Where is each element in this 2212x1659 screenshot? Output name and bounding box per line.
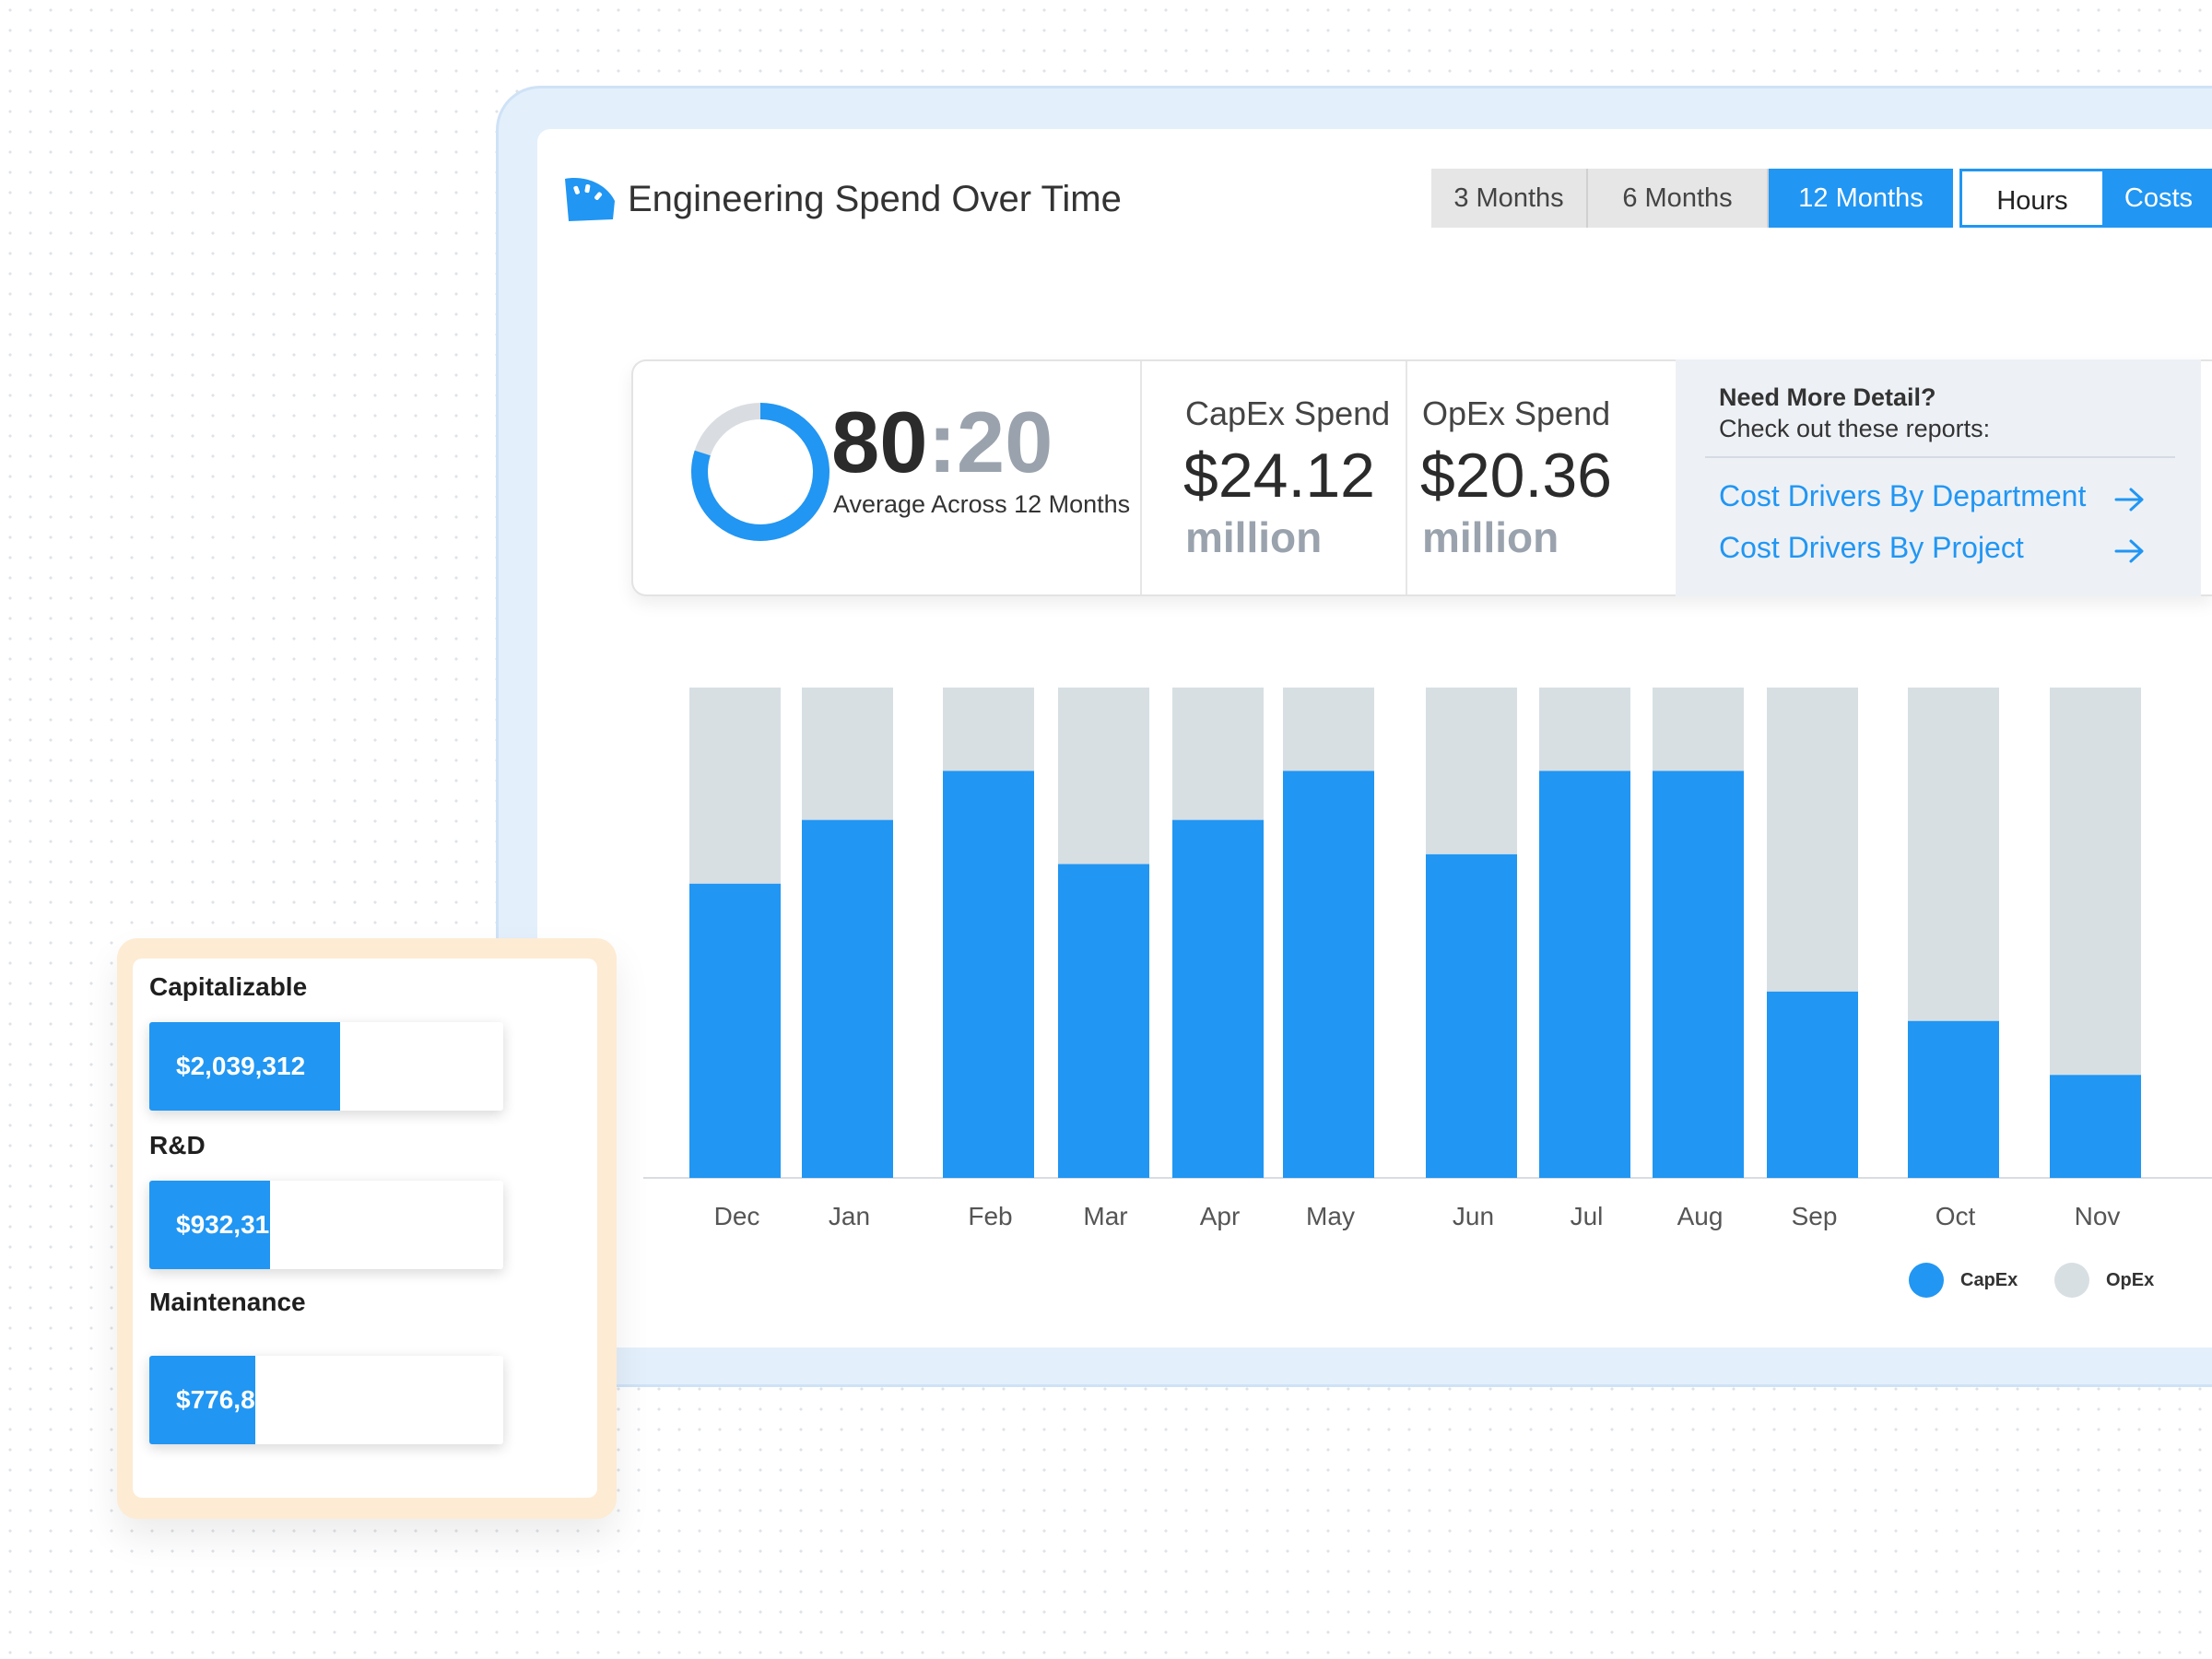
breakdown-label-maintenance: Maintenance <box>149 1288 306 1316</box>
breakdown-bar-capitalizable: $2,039,312 <box>149 1022 503 1111</box>
page-title: Engineering Spend Over Time <box>628 179 1122 219</box>
detail-heading: Need More Detail? <box>1719 383 1936 411</box>
breakdown-label-rd: R&D <box>149 1131 206 1159</box>
breakdown-bar-rd: $932,312 <box>149 1181 503 1269</box>
capex-label: CapEx Spend <box>1185 394 1391 432</box>
tab-3-months[interactable]: 3 Months <box>1431 169 1588 228</box>
breakdown-bar-maintenance: $776,875 <box>149 1356 503 1444</box>
capex-unit: million <box>1185 513 1323 561</box>
legend-opex-swatch <box>2054 1263 2089 1298</box>
arrow-right-icon[interactable] <box>2114 487 2146 512</box>
tab-hours[interactable]: Hours <box>1959 169 2105 228</box>
ratio-separator: : <box>927 394 957 490</box>
breakdown-fill-rd: $932,312 <box>149 1181 284 1269</box>
legend-capex-label: CapEx <box>1960 1270 2018 1290</box>
opex-unit: million <box>1422 513 1559 561</box>
legend-capex-swatch <box>1909 1263 1944 1298</box>
ratio-capex: 80 <box>831 394 928 490</box>
dashboard-panel <box>537 129 2212 1347</box>
detail-divider <box>1705 456 2175 458</box>
ratio-caption: Average Across 12 Months <box>833 490 1131 518</box>
range-tabs: 3 Months 6 Months 12 Months Hours Costs <box>1431 169 2212 228</box>
opex-value: $20.36 <box>1420 441 1612 511</box>
link-cost-drivers-project[interactable]: Cost Drivers By Project <box>1719 531 2024 564</box>
tab-6-months[interactable]: 6 Months <box>1588 169 1769 228</box>
breakdown-fill-maintenance: $776,875 <box>149 1356 284 1444</box>
speedometer-icon <box>565 178 615 221</box>
summary-divider <box>1140 361 1142 594</box>
capex-opex-ratio: 80:20 <box>831 392 1053 493</box>
tab-12-months[interactable]: 12 Months <box>1769 169 1953 228</box>
legend-opex-label: OpEx <box>2106 1270 2155 1290</box>
capex-opex-donut <box>691 403 830 541</box>
capex-value: $24.12 <box>1183 441 1375 511</box>
breakdown-fill-capitalizable: $2,039,312 <box>149 1022 341 1111</box>
ratio-opex: 20 <box>956 394 1053 490</box>
detail-panel <box>1676 359 2201 596</box>
summary-divider <box>1406 361 1407 594</box>
opex-label: OpEx Spend <box>1422 394 1611 432</box>
breakdown-label-capitalizable: Capitalizable <box>149 972 308 1001</box>
arrow-right-icon[interactable] <box>2114 538 2146 564</box>
detail-subheading: Check out these reports: <box>1719 415 1991 442</box>
tab-costs[interactable]: Costs <box>2105 169 2212 228</box>
link-cost-drivers-department[interactable]: Cost Drivers By Department <box>1719 479 2087 512</box>
donut-capex-arc <box>691 403 830 541</box>
